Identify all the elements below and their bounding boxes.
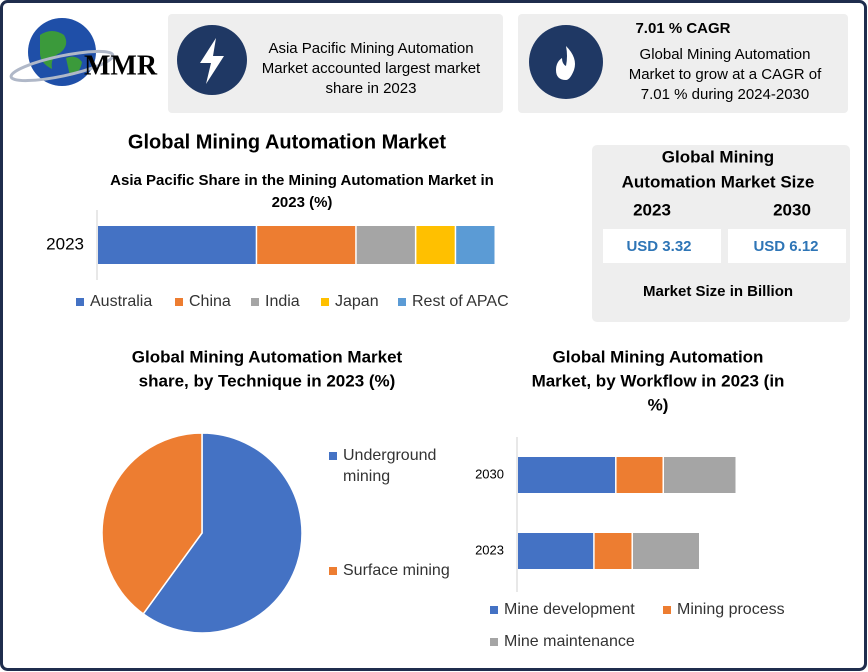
highlight-text: Global Mining Automation: [640, 46, 811, 63]
highlight-box: [518, 14, 848, 113]
chart-title: Market, by Workflow in 2023 (in: [532, 371, 785, 390]
legend-label: Mining process: [677, 601, 785, 618]
bar-segment: [356, 226, 415, 264]
bar-segment: [632, 533, 699, 569]
bar-segment: [518, 533, 594, 569]
legend-label: Mine maintenance: [504, 633, 635, 650]
legend-label: Mine development: [504, 601, 635, 618]
highlight-box: [168, 14, 503, 113]
legend-marker: [329, 452, 337, 460]
bar-segment: [416, 226, 455, 264]
chart-title: share, by Technique in 2023 (%): [139, 371, 396, 390]
legend-label: Surface mining: [343, 562, 450, 579]
legend-label: India: [265, 293, 300, 310]
bar-segment: [616, 457, 663, 493]
legend-label: Underground mining: [343, 447, 436, 485]
category-label: 2030: [475, 466, 504, 481]
chart-title: 2023 (%): [272, 194, 333, 211]
highlight-text: Market accounted largest market: [262, 60, 481, 77]
legend-label: Rest of APAC: [412, 293, 509, 310]
legend-marker: [329, 567, 337, 575]
chart-title: Asia Pacific Share in the Mining Automat…: [110, 172, 494, 189]
cagr-title: 7.01 % CAGR: [635, 20, 730, 37]
lightning-icon: [200, 38, 224, 84]
bar-segment: [594, 533, 632, 569]
year: 2023: [633, 200, 671, 219]
legend-label: Japan: [335, 293, 379, 310]
market-note: Market Size in Billion: [643, 283, 793, 300]
pie-slice: [101, 432, 203, 615]
chart-title: Global Mining Automation Market: [132, 347, 403, 366]
category-label: 2023: [475, 542, 504, 557]
main-title: Global Mining Automation Market: [128, 131, 446, 153]
category-label: 2023: [46, 234, 84, 253]
bar-segment: [98, 226, 256, 264]
bar-segment: [664, 457, 736, 493]
market-size-title: Automation Market Size: [622, 172, 815, 191]
legend-marker: [490, 606, 498, 614]
legend-marker: [490, 638, 498, 646]
highlight-text: share in 2023: [326, 80, 417, 97]
legend-marker: [321, 298, 329, 306]
legend-marker: [663, 606, 671, 614]
legend-marker: [251, 298, 259, 306]
legend-label: China: [189, 293, 231, 310]
market-value: USD 6.12: [753, 238, 818, 255]
flame-icon: [556, 46, 575, 80]
legend-marker: [398, 298, 406, 306]
value-box: [603, 229, 721, 263]
legend-label: Australia: [90, 293, 152, 310]
legend-marker: [76, 298, 84, 306]
icon: [529, 25, 603, 99]
bar-segment: [456, 226, 495, 264]
pie-slice: [142, 432, 303, 634]
value-box: [728, 229, 846, 263]
logo-text: MMR: [84, 50, 158, 81]
chart-title: %): [648, 395, 669, 414]
highlight-text: Asia Pacific Mining Automation: [268, 40, 473, 57]
market-size-title: Global Mining: [662, 147, 774, 166]
highlight-text: 7.01 % during 2024-2030: [641, 86, 809, 103]
year: 2030: [773, 200, 811, 219]
bar-segment: [518, 457, 616, 493]
logo: MMR: [9, 18, 158, 86]
bar-segment: [257, 226, 356, 264]
market-value: USD 3.32: [626, 238, 691, 255]
chart-title: Global Mining Automation: [553, 347, 764, 366]
legend-marker: [175, 298, 183, 306]
highlight-text: Market to grow at a CAGR of: [629, 66, 822, 83]
